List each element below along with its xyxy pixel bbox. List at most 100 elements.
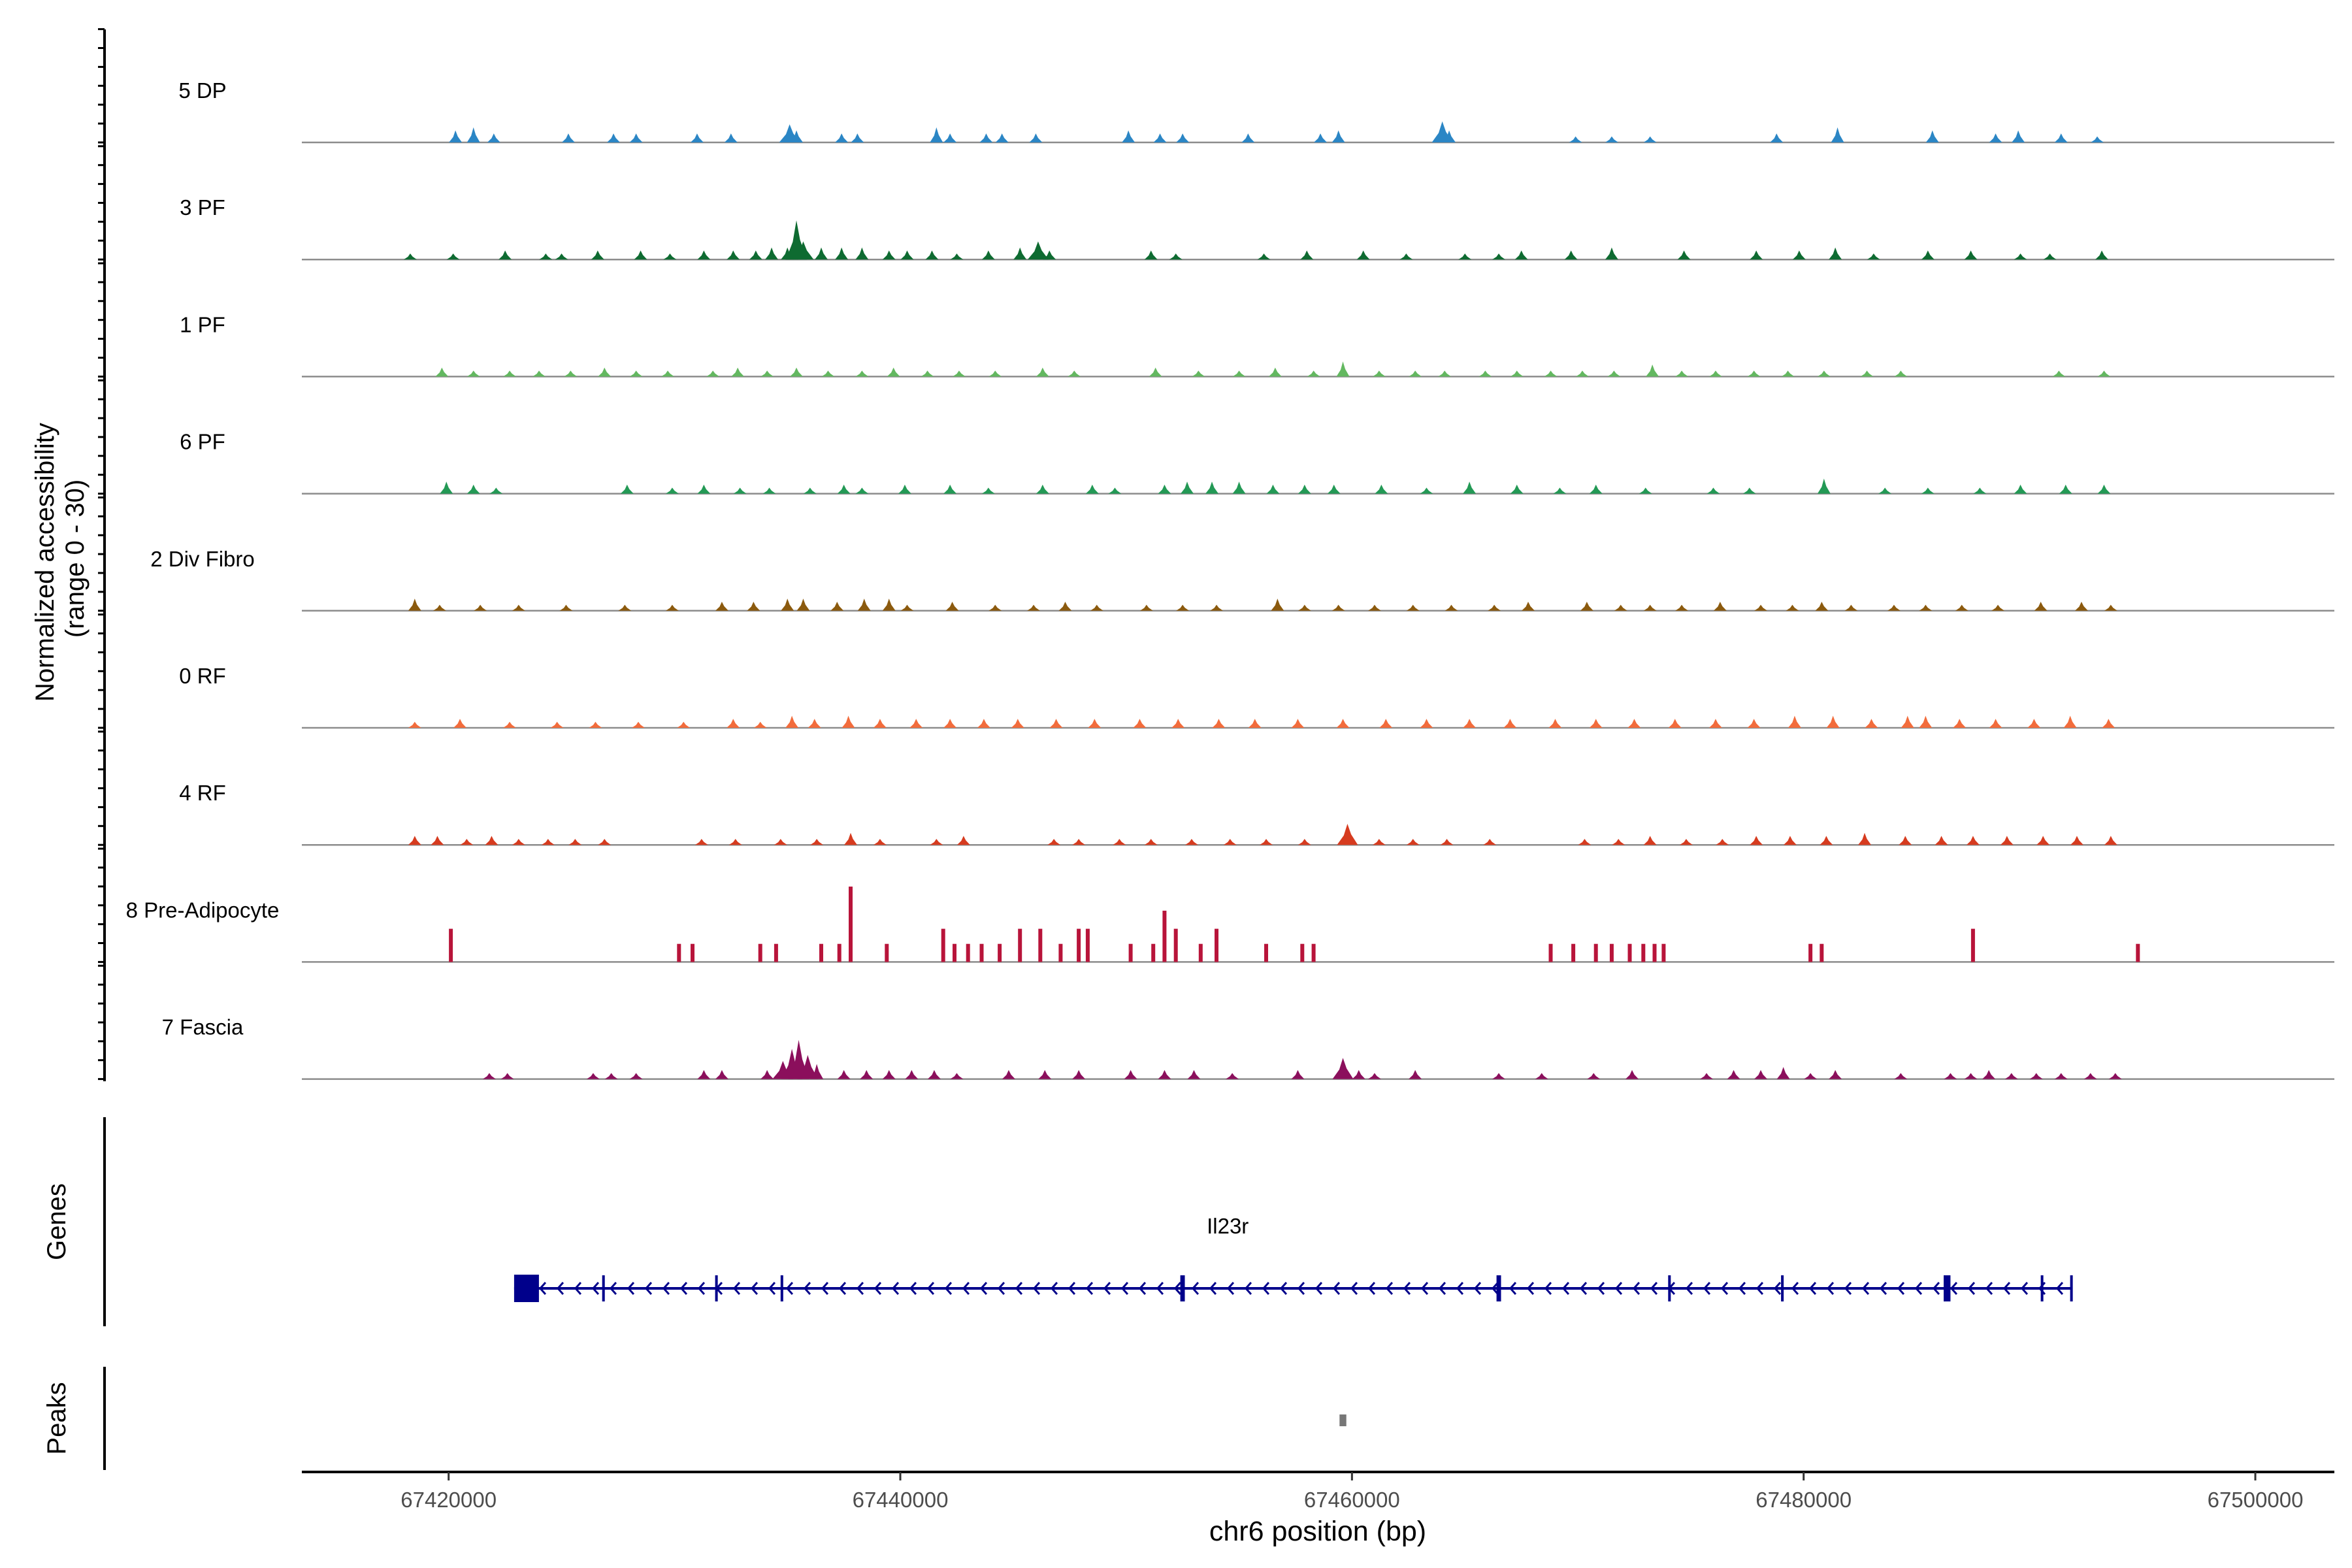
coverage-peak [1478, 370, 1492, 377]
gene-exon [1496, 1275, 1501, 1301]
coverage-peak [1844, 604, 1858, 611]
coverage-peak [1291, 1070, 1305, 1079]
strand-chevron [1438, 1282, 1446, 1295]
coverage-peak [758, 943, 762, 962]
coverage-peak [1027, 241, 1049, 260]
strand-chevron [679, 1282, 688, 1295]
strand-chevron [1279, 1282, 1288, 1295]
strand-chevron [1561, 1282, 1570, 1295]
coverage-peak [1038, 928, 1043, 962]
coverage-peak [1268, 367, 1282, 377]
coverage-peak [1742, 487, 1756, 494]
coverage-peak [1578, 839, 1592, 845]
coverage-peak [760, 370, 774, 377]
coverage-peak [1627, 943, 1632, 962]
coverage-peak [849, 887, 853, 962]
peak-region [1339, 1414, 1347, 1426]
coverage-peak [810, 1064, 824, 1079]
coverage-peak [1829, 247, 1842, 260]
strand-chevron [1897, 1282, 1905, 1295]
track-6: 0 RF [179, 664, 2334, 729]
coverage-peak [408, 598, 421, 611]
coverage-peak [1018, 928, 1022, 962]
coverage-peak [1605, 136, 1618, 142]
coverage-peak [979, 133, 993, 142]
peaks-axis-title: Peaks [42, 1382, 71, 1454]
coverage-peak [927, 1070, 941, 1079]
coverage-peak [1919, 715, 1933, 728]
coverage-peak [1108, 487, 1122, 494]
strand-chevron [962, 1282, 970, 1295]
coverage-peak [1820, 943, 1824, 962]
coverage-peak [1144, 250, 1158, 260]
coverage-peak [1815, 602, 1829, 611]
coverage-peak [830, 602, 844, 611]
coverage-peak [1808, 943, 1813, 962]
coverage-peak [489, 487, 503, 494]
track-label: 7 Fascia [162, 1015, 244, 1039]
coverage-peak [2029, 1073, 2043, 1079]
coverage-peak [408, 721, 421, 728]
strand-chevron [1509, 1282, 1517, 1295]
coverage-peak [815, 247, 828, 260]
coverage-peak [433, 604, 446, 611]
coverage-peak [1776, 1067, 1790, 1079]
coverage-peak [841, 715, 855, 728]
strand-chevron [1085, 1282, 1094, 1295]
strand-chevron [1156, 1282, 1164, 1295]
coverage-peak [1713, 602, 1727, 611]
coverage-peak [790, 367, 803, 377]
coverage-peak [1192, 370, 1205, 377]
coverage-peak [1036, 484, 1049, 494]
coverage-peak [1575, 370, 1589, 377]
strand-chevron [1861, 1282, 1870, 1295]
coverage-peak [1122, 130, 1135, 142]
strand-chevron [997, 1282, 1005, 1295]
coverage-peak [981, 250, 995, 260]
strand-chevron [891, 1282, 900, 1295]
coverage-peak [2054, 133, 2068, 142]
coverage-peak [1173, 928, 1178, 962]
coverage-peak [2027, 719, 2041, 728]
coverage-peak [607, 133, 620, 142]
track-label: 3 PF [180, 195, 225, 220]
coverage-peak [943, 719, 957, 728]
coverage-peak [1643, 604, 1657, 611]
gene-exon [2040, 1275, 2044, 1301]
strand-chevron [1526, 1282, 1535, 1295]
coverage-peak [1169, 253, 1183, 260]
coverage-peak [1964, 250, 1978, 260]
coverage-peak [1786, 604, 1799, 611]
track-8: 8 Pre-Adipocyte [126, 887, 2334, 963]
coverage-peak [882, 598, 896, 611]
strand-chevron [1844, 1282, 1852, 1295]
track-label: 4 RF [179, 781, 226, 805]
strand-chevron [732, 1282, 741, 1295]
coverage-peak [564, 370, 578, 377]
coverage-peak [1627, 719, 1641, 728]
coverage-peak [1158, 1070, 1171, 1079]
coverage-peak [1463, 482, 1477, 494]
gene-exon [1668, 1275, 1671, 1301]
coverage-peak [449, 928, 453, 962]
coverage-peak [1641, 943, 1646, 962]
coverage-peak [1492, 253, 1505, 260]
gene-exon [1944, 1275, 1951, 1301]
coverage-peak [810, 839, 824, 845]
coverage-peak [1149, 367, 1162, 377]
coverage-peak [819, 943, 823, 962]
coverage-peak [1973, 487, 1987, 494]
strand-chevron [2055, 1282, 2064, 1295]
coverage-peak [1314, 133, 1327, 142]
coverage-peak [953, 943, 956, 962]
strand-chevron [944, 1282, 953, 1295]
coverage-peak [1298, 839, 1311, 845]
track-5: 2 Div Fibro [150, 547, 2334, 612]
strand-chevron [1456, 1282, 1464, 1295]
track-label: 2 Div Fibro [150, 547, 255, 571]
strand-chevron [1597, 1282, 1605, 1295]
coverage-peak [925, 250, 939, 260]
coverage-peak [2104, 604, 2117, 611]
strand-chevron [1138, 1282, 1147, 1295]
coverage-peak [1643, 836, 1657, 845]
